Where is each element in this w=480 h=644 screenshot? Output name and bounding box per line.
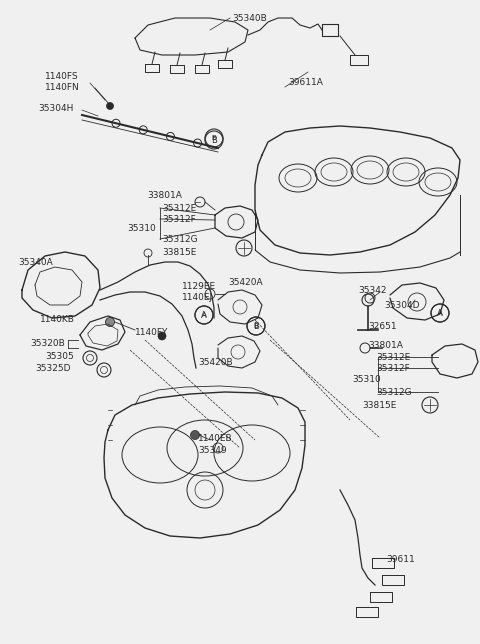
Text: 35312G: 35312G — [376, 388, 412, 397]
Text: 35304H: 35304H — [38, 104, 73, 113]
Text: B: B — [253, 321, 259, 330]
Text: 35310: 35310 — [127, 223, 156, 232]
Text: 35312F: 35312F — [376, 363, 410, 372]
Text: A: A — [437, 308, 443, 317]
Text: 35312G: 35312G — [162, 234, 198, 243]
Text: 33801A: 33801A — [368, 341, 403, 350]
Text: A: A — [438, 310, 443, 316]
Text: 1140FN: 1140FN — [45, 82, 80, 91]
Text: 35340A: 35340A — [18, 258, 53, 267]
Text: 35325D: 35325D — [35, 363, 71, 372]
Text: 35310: 35310 — [352, 375, 381, 383]
Text: 1129EE: 1129EE — [182, 281, 216, 290]
Text: 35342: 35342 — [358, 285, 386, 294]
Text: B: B — [211, 135, 217, 144]
Text: 35349: 35349 — [198, 446, 227, 455]
Text: 39611: 39611 — [386, 556, 415, 565]
Text: 35320B: 35320B — [30, 339, 65, 348]
Text: B: B — [253, 323, 258, 329]
Text: 35312E: 35312E — [376, 352, 410, 361]
Text: B: B — [212, 135, 216, 141]
Text: 35304D: 35304D — [384, 301, 420, 310]
Text: 1140EJ: 1140EJ — [182, 292, 213, 301]
Text: A: A — [201, 310, 207, 319]
Text: 1140FY: 1140FY — [135, 328, 168, 337]
Text: 35312F: 35312F — [162, 214, 196, 223]
Circle shape — [106, 317, 115, 327]
Text: 35312E: 35312E — [162, 204, 196, 213]
Text: 35340B: 35340B — [232, 14, 267, 23]
Circle shape — [107, 102, 113, 109]
Text: 32651: 32651 — [368, 321, 396, 330]
Circle shape — [158, 332, 166, 340]
Text: A: A — [202, 312, 206, 318]
Text: 1140EB: 1140EB — [198, 433, 233, 442]
Text: 33815E: 33815E — [362, 401, 396, 410]
Text: 35420A: 35420A — [228, 278, 263, 287]
Text: 39611A: 39611A — [288, 77, 323, 86]
Text: 33815E: 33815E — [162, 247, 196, 256]
Text: 35305: 35305 — [45, 352, 74, 361]
Text: 33801A: 33801A — [147, 191, 182, 200]
Circle shape — [191, 430, 200, 439]
Text: 35420B: 35420B — [198, 357, 233, 366]
Text: 1140KB: 1140KB — [40, 314, 75, 323]
Text: 1140FS: 1140FS — [45, 71, 79, 80]
